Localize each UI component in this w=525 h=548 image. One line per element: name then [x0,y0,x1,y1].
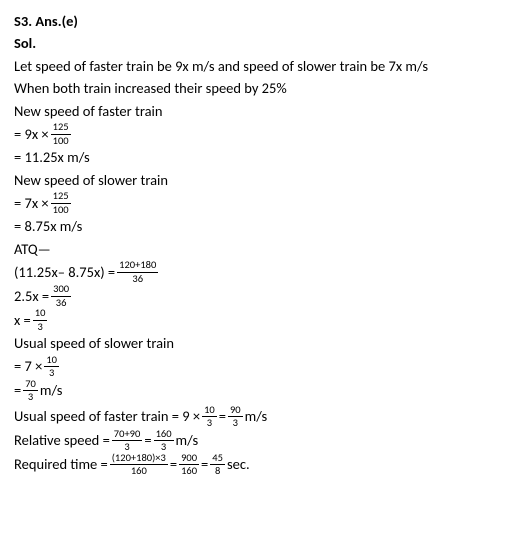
eq-prefix: = 7x × [14,192,49,214]
eq-suffix: m/s [245,405,268,427]
numerator: 300 [51,284,71,297]
denominator: 36 [117,273,158,285]
equation-line: Relative speed = 70+90 3 = 160 3 m/s [14,429,511,453]
denominator: 160 [179,465,199,477]
equation-line: x = 10 3 [14,308,511,332]
eq-prefix: (11.25x– 8.75x) = [14,261,115,283]
denominator: 160 [110,465,168,477]
eq-suffix: sec. [227,453,250,475]
fraction: 70+90 3 [112,429,143,453]
text-line: Let speed of faster train be 9x m/s and … [14,55,511,77]
fraction: (120+180)×3 160 [110,453,168,477]
eq-prefix: Usual speed of faster train = 9 × [14,405,200,427]
denominator: 3 [202,417,217,429]
denominator: 3 [44,367,59,379]
eq-prefix: x = [14,309,31,331]
eq-suffix: m/s [176,429,199,451]
eq-equals: = [219,405,226,427]
eq-prefix: Required time = [14,453,108,475]
eq-equals: = [201,453,208,475]
eq-prefix: 2.5x = [14,285,49,307]
numerator: 120+180 [117,260,158,273]
equation-line: = 9x × 125 100 [14,122,511,146]
text-line: ATQ— [14,238,511,260]
denominator: 3 [23,391,38,403]
equation-line: = 7 × 10 3 [14,355,511,379]
denominator: 100 [51,135,71,147]
denominator: 100 [51,204,71,216]
eq-prefix: = [14,379,21,401]
fraction: 125 100 [51,122,71,146]
equation-line: 2.5x = 300 36 [14,284,511,308]
eq-equals: = [144,429,151,451]
equation-line: = 7x × 125 100 [14,191,511,215]
fraction: 10 3 [202,405,217,429]
text-line: When both train increased their speed by… [14,77,511,99]
fraction: 10 3 [44,355,59,379]
solution-label: Sol. [14,32,511,54]
denominator: 36 [51,297,71,309]
eq-suffix: m/s [40,379,63,401]
fraction: 10 3 [33,308,48,332]
fraction: 70 3 [23,379,38,403]
text-line: New speed of faster train [14,100,511,122]
equation-line: Usual speed of faster train = 9 × 10 3 =… [14,405,511,429]
fraction: 900 160 [179,453,199,477]
denominator: 8 [210,465,225,477]
eq-prefix: = 9x × [14,123,49,145]
fraction: 300 36 [51,284,71,308]
numerator: 125 [51,191,71,204]
text-line: = 8.75x m/s [14,215,511,237]
denominator: 3 [228,417,243,429]
equation-line: Required time = (120+180)×3 160 = 900 16… [14,453,511,477]
equation-line: = 70 3 m/s [14,379,511,403]
numerator: 125 [51,122,71,135]
text-line: New speed of slower train [14,169,511,191]
fraction: 160 3 [154,429,174,453]
denominator: 3 [33,321,48,333]
eq-equals: = [170,453,177,475]
fraction: 90 3 [228,405,243,429]
equation-line: (11.25x– 8.75x) = 120+180 36 [14,260,511,284]
text-line: Usual speed of slower train [14,332,511,354]
fraction: 125 100 [51,191,71,215]
fraction: 45 8 [210,453,225,477]
answer-header: S3. Ans.(e) [14,10,511,32]
fraction: 120+180 36 [117,260,158,284]
text-line: = 11.25x m/s [14,146,511,168]
eq-prefix: = 7 × [14,355,42,377]
numerator: 10 [33,308,48,321]
eq-prefix: Relative speed = [14,429,110,451]
